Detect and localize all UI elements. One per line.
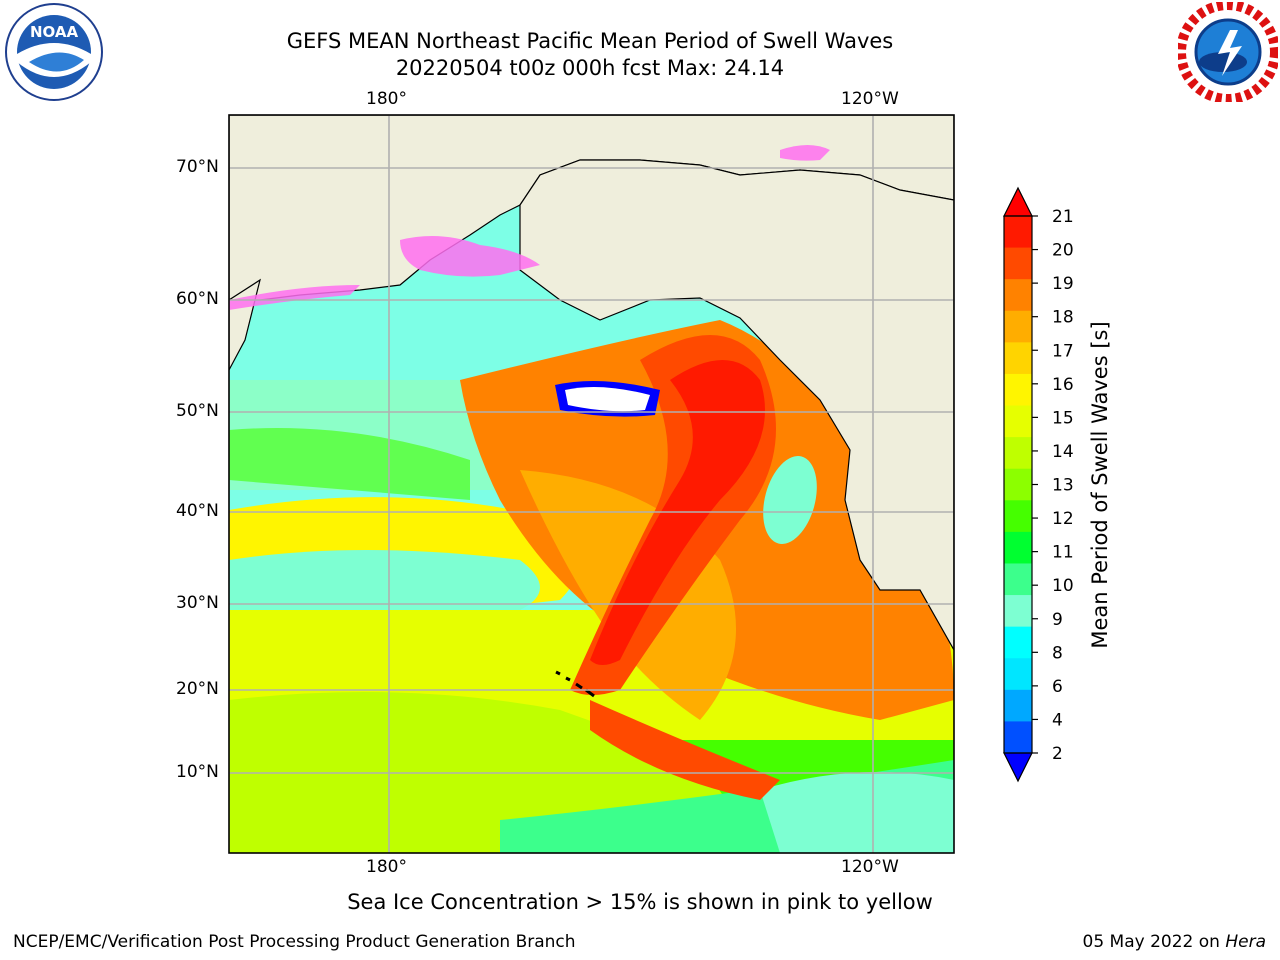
colorbar-label: Mean Period of Swell Waves [s] [1088,321,1112,648]
colorbar-segment [1004,595,1032,628]
map-subtitle: 20220504 t00z 000h fcst Max: 24.14 [395,56,785,80]
footer-date: 05 May 2022 on Hera [1083,932,1267,952]
colorbar-tick-label: 8 [1052,643,1063,663]
sea-ice-caption: Sea Ice Concentration > 15% is shown in … [347,890,933,914]
footer-date-text: 05 May 2022 on [1082,932,1226,952]
colorbar-tick-label: 17 [1052,341,1074,361]
colorbar-tick-label: 21 [1052,207,1074,227]
colorbar-tick-label: 18 [1052,308,1074,328]
colorbar-tick-label: 19 [1052,274,1074,294]
colorbar-segment [1004,342,1032,375]
colorbar-tick-label: 6 [1052,677,1063,697]
colorbar-extend-over [1003,186,1033,217]
lon-label-bottom-120w: 120°W [841,857,899,877]
lat-label-40n: 40°N [176,501,219,521]
colorbar-tick-label: 13 [1052,476,1074,496]
nws-logo [1176,0,1280,104]
footer-machine: Hera [1225,932,1266,952]
colorbar-tick-label: 20 [1052,241,1074,261]
colorbar-tick-label: 4 [1052,710,1063,730]
colorbar-segment [1004,437,1032,470]
lat-label-20n: 20°N [176,679,219,699]
colorbar-segment [1004,658,1032,691]
colorbar-segment [1004,563,1032,596]
colorbar-tick-label: 15 [1052,408,1074,428]
colorbar-tick-label: 9 [1052,610,1063,630]
colorbar-tick-label: 10 [1052,576,1074,596]
colorbar-segment [1004,689,1032,722]
noaa-logo-text: NOAA [30,23,79,41]
lat-label-50n: 50°N [176,401,219,421]
map-frame [228,114,955,854]
colorbar-extend-under [1003,752,1033,783]
noaa-logo: NOAA [4,2,104,102]
colorbar-segment [1004,310,1032,343]
colorbar-tick-label: 11 [1052,543,1074,563]
lat-label-70n: 70°N [176,157,219,177]
colorbar-tick-label: 14 [1052,442,1074,462]
lon-label-top-180: 180° [366,89,407,109]
colorbar-segment [1004,279,1032,312]
lat-label-30n: 30°N [176,593,219,613]
colorbar-segment [1004,247,1032,280]
footer-branch: NCEP/EMC/Verification Post Processing Pr… [13,932,576,952]
colorbar-segment [1004,216,1032,249]
graticule [229,115,954,853]
colorbar-segment [1004,373,1032,407]
colorbar-segment [1004,500,1032,533]
colorbar-segment [1004,626,1032,659]
lon-label-top-120w: 120°W [841,89,899,109]
lon-label-bottom-180: 180° [366,857,407,877]
lat-label-10n: 10°N [176,762,219,782]
land-north-america [519,159,954,652]
colorbar: 21 20 19 18 17 16 15 14 13 12 11 10 9 8 6 4 2 Mean Perio… [1003,186,1112,783]
colorbar-tick-label: 12 [1052,509,1074,529]
colorbar-segment [1004,531,1032,564]
lat-label-60n: 60°N [176,289,219,309]
colorbar-segment [1004,468,1032,501]
colorbar-segment [1004,721,1032,754]
map-title: GEFS MEAN Northeast Pacific Mean Period … [286,29,894,53]
colorbar-tick-label: 16 [1052,375,1074,395]
colorbar-segment [1004,405,1032,438]
colorbar-tick-label: 2 [1052,744,1063,764]
